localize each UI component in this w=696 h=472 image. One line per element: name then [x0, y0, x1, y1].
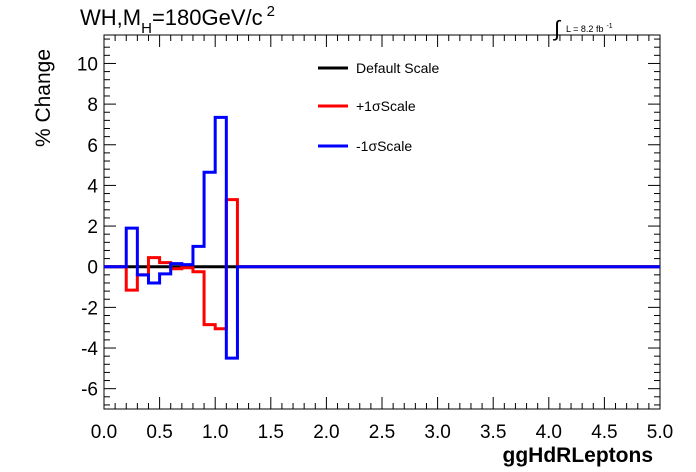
legend-label-plus-sigma: +1σScale — [356, 98, 416, 114]
luminosity-label: L = 8.2 fb -1 — [566, 23, 613, 34]
y-tick-label: 6 — [87, 136, 98, 157]
x-tick-label: 4.5 — [591, 422, 617, 443]
series-lines — [104, 115, 660, 360]
y-axis-ticks: -6 -4 -2 0 2 4 6 8 10 — [77, 38, 660, 406]
x-axis-ticks: 0.0 0.5 1.0 1.5 2.0 2.5 3.0 3.5 4.0 4.5 5.0 — [91, 35, 673, 443]
integral-symbol: ∫ — [552, 16, 562, 41]
x-tick-label: 2.5 — [369, 422, 395, 443]
series-line-2-1-scale — [104, 115, 660, 360]
x-tick-label: 5.0 — [647, 422, 673, 443]
x-tick-label: 0.0 — [91, 422, 117, 443]
chart-title: WH,MH=180GeV/c 2 — [80, 3, 275, 37]
x-tick-label: 0.5 — [146, 422, 172, 443]
y-tick-label: 10 — [77, 54, 98, 75]
x-axis-label: ggHdRLeptons — [503, 444, 653, 467]
y-tick-label: 8 — [87, 95, 98, 116]
y-tick-label: -6 — [81, 380, 98, 401]
x-tick-label: 1.5 — [258, 422, 284, 443]
x-tick-label: 3.0 — [424, 422, 450, 443]
legend: Default Scale +1σScale -1σScale — [318, 60, 439, 154]
y-tick-label: -4 — [81, 339, 98, 360]
plot-frame — [103, 34, 661, 410]
x-tick-label: 2.0 — [313, 422, 339, 443]
y-tick-label: -2 — [81, 298, 98, 319]
x-tick-label: 4.0 — [536, 422, 562, 443]
x-tick-label: 1.0 — [202, 422, 228, 443]
legend-label-default: Default Scale — [356, 60, 439, 76]
y-tick-label: 2 — [87, 217, 98, 238]
x-tick-label: 3.5 — [480, 422, 506, 443]
y-tick-label: 0 — [87, 258, 98, 279]
y-tick-label: 4 — [87, 176, 98, 197]
legend-label-minus-sigma: -1σScale — [356, 138, 412, 154]
y-axis-label: % Change — [32, 49, 55, 147]
